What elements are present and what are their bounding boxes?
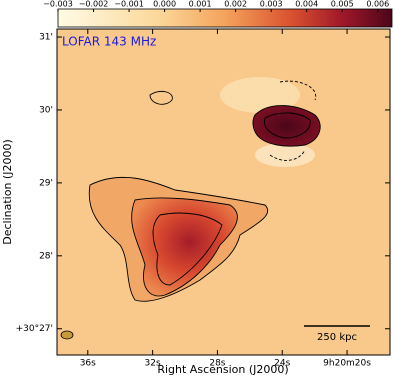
colorbar-tick-label: 0.005: [331, 0, 354, 9]
y-axis-label: Declination (J2000): [1, 139, 14, 245]
x-tick-label: 9h20m20s: [323, 359, 371, 369]
plot-frame: [56, 28, 391, 356]
y-tick-label: +30°27': [16, 324, 53, 334]
x-tick-label: 24s: [274, 359, 290, 369]
y-tick-label: 30': [39, 105, 53, 115]
y-tick-label: 28': [39, 251, 53, 261]
radio-image: [57, 29, 390, 355]
x-tick-label: 36s: [80, 359, 96, 369]
colorbar-tick-label: 0.004: [295, 0, 318, 9]
x-axis-label: Right Ascension (J2000): [157, 363, 288, 376]
colorbar: [57, 8, 393, 28]
x-tick-label: 28s: [209, 359, 225, 369]
x-tick-label: 32s: [145, 359, 161, 369]
colorbar-tick-label: 0.002: [224, 0, 247, 9]
colorbar-tick-label: −0.001: [114, 0, 144, 9]
colorbar-tick-label: 0.003: [260, 0, 283, 9]
y-tick-label: 29': [39, 178, 53, 188]
y-tick-label: 31': [39, 33, 53, 43]
colorbar-tick-label: −0.003: [43, 0, 73, 9]
annotation: LOFAR 143 MHz: [62, 35, 156, 49]
colorbar-tick-label: 0.000: [153, 0, 176, 9]
colorbar-tick-label: −0.002: [79, 0, 109, 9]
colorbar-tick-label: 0.006: [366, 0, 389, 9]
colorbar-tick-label: 0.001: [189, 0, 212, 9]
scale-bar-label: 250 kpc: [317, 332, 357, 343]
